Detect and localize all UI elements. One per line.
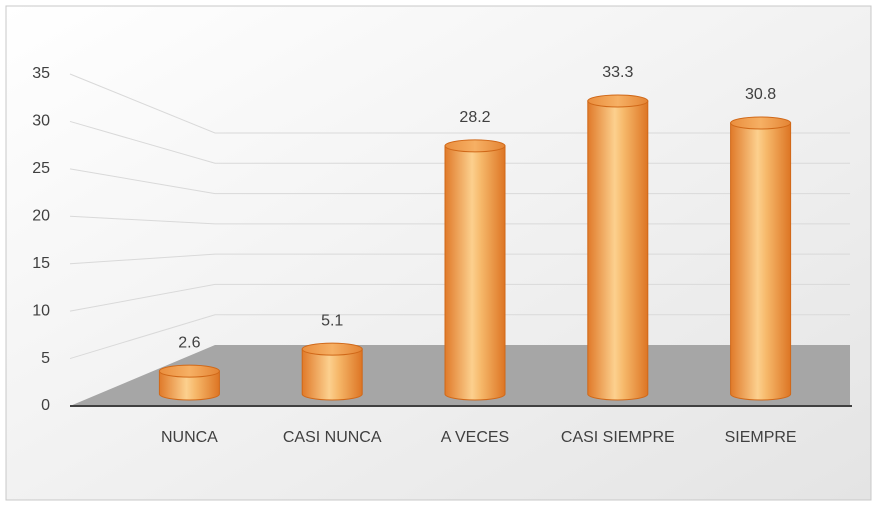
x-tick-label: A VECES [441,429,509,446]
x-tick-label: CASI SIEMPRE [561,429,675,446]
x-tick-label: NUNCA [161,429,218,446]
y-tick-label: 20 [32,208,50,225]
x-tick-label: CASI NUNCA [283,429,382,446]
bar [587,100,649,401]
bar-top [730,116,792,130]
data-label: 33.3 [602,64,633,81]
y-tick-label: 30 [32,113,50,130]
data-label: 2.6 [178,334,200,351]
y-tick-label: 0 [41,397,50,414]
chart-background [5,5,872,501]
bar-top [444,139,506,153]
bar [158,370,220,401]
bar [444,145,506,401]
y-tick-label: 15 [32,255,50,272]
data-label: 5.1 [321,312,343,329]
bar [301,348,363,401]
bar-top [158,364,220,378]
bar-top [301,342,363,356]
y-tick-label: 5 [41,350,50,367]
y-tick-label: 10 [32,302,50,319]
data-label: 28.2 [459,109,490,126]
data-label: 30.8 [745,86,776,103]
bar [730,122,792,401]
y-tick-label: 35 [32,65,50,82]
y-tick-label: 25 [32,160,50,177]
bar-top [587,94,649,108]
x-tick-label: SIEMPRE [725,429,797,446]
